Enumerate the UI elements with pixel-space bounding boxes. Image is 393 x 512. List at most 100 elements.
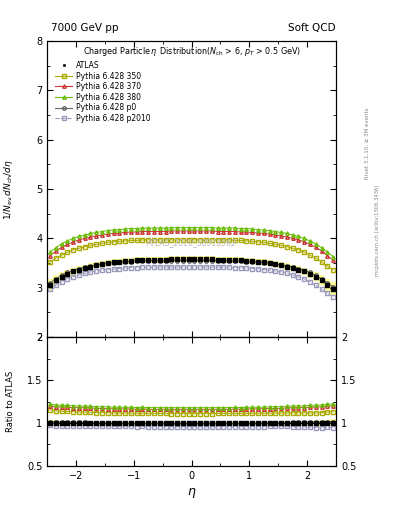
Pythia 6.428 p2010	[169, 264, 174, 270]
Pythia 6.428 380	[129, 225, 133, 231]
Bar	[180, 256, 186, 262]
Pythia 6.428 p2010	[53, 282, 58, 288]
ATLAS	[105, 260, 110, 266]
Pythia 6.428 380	[261, 227, 266, 233]
Bar	[163, 257, 169, 263]
Bar	[284, 421, 290, 425]
Bar	[330, 282, 336, 296]
ATLAS	[163, 257, 168, 263]
Pythia 6.428 380	[158, 225, 162, 231]
Bar	[128, 258, 134, 264]
Pythia 6.428 p0	[146, 258, 151, 264]
Pythia 6.428 380	[244, 225, 249, 231]
Pythia 6.428 380	[198, 224, 203, 230]
Pythia 6.428 370	[261, 230, 266, 237]
Bar	[174, 256, 180, 262]
Bar	[215, 421, 220, 424]
Bar	[301, 268, 307, 275]
Pythia 6.428 p0	[238, 258, 243, 264]
Bar	[140, 421, 145, 424]
Pythia 6.428 370	[88, 234, 93, 240]
Bar	[238, 421, 244, 424]
Pythia 6.428 370	[169, 228, 174, 234]
Pythia 6.428 p0	[59, 272, 64, 279]
Pythia 6.428 370	[209, 228, 214, 234]
Bar	[169, 256, 174, 262]
ATLAS	[129, 258, 133, 264]
Pythia 6.428 350	[94, 241, 99, 247]
Pythia 6.428 p2010	[186, 264, 191, 270]
Pythia 6.428 p2010	[273, 268, 278, 274]
Pythia 6.428 350	[331, 267, 336, 273]
ATLAS	[152, 257, 156, 263]
Pythia 6.428 370	[290, 236, 295, 242]
Line: Pythia 6.428 380: Pythia 6.428 380	[48, 226, 335, 259]
ATLAS	[71, 268, 75, 274]
Pythia 6.428 380	[209, 224, 214, 230]
Pythia 6.428 380	[192, 224, 197, 230]
Pythia 6.428 370	[105, 231, 110, 237]
ATLAS	[117, 259, 122, 265]
Pythia 6.428 p0	[169, 258, 174, 264]
Pythia 6.428 380	[296, 233, 301, 240]
Pythia 6.428 p2010	[261, 266, 266, 272]
Pythia 6.428 380	[111, 227, 116, 233]
Pythia 6.428 p0	[100, 261, 105, 267]
Bar	[197, 256, 203, 262]
Bar	[151, 257, 157, 263]
Pythia 6.428 350	[302, 249, 307, 255]
Bar	[290, 265, 296, 271]
ATLAS	[59, 274, 64, 280]
Bar	[82, 265, 88, 271]
Bar	[47, 280, 53, 291]
Pythia 6.428 p0	[48, 280, 52, 286]
ATLAS	[140, 257, 145, 263]
Pythia 6.428 380	[325, 249, 330, 255]
ATLAS	[83, 265, 87, 271]
Pythia 6.428 380	[105, 227, 110, 233]
Pythia 6.428 370	[279, 233, 283, 239]
ATLAS	[198, 256, 203, 262]
Bar	[232, 257, 238, 263]
Pythia 6.428 350	[308, 252, 312, 258]
Pythia 6.428 370	[83, 236, 87, 242]
Pythia 6.428 370	[331, 257, 336, 263]
Pythia 6.428 p2010	[158, 264, 162, 270]
ATLAS	[215, 257, 220, 263]
Pythia 6.428 p2010	[319, 286, 324, 292]
Pythia 6.428 380	[140, 225, 145, 231]
Pythia 6.428 p0	[180, 258, 185, 264]
Bar	[105, 421, 111, 424]
Bar	[64, 421, 70, 425]
Pythia 6.428 350	[140, 237, 145, 243]
Pythia 6.428 350	[279, 242, 283, 248]
Pythia 6.428 p0	[302, 267, 307, 273]
Pythia 6.428 350	[186, 237, 191, 243]
Pythia 6.428 350	[48, 259, 52, 265]
Text: Soft QCD: Soft QCD	[288, 23, 336, 33]
Pythia 6.428 p2010	[48, 286, 52, 292]
ATLAS	[146, 257, 151, 263]
Bar	[220, 421, 226, 424]
Pythia 6.428 380	[308, 238, 312, 244]
Bar	[261, 259, 267, 265]
Pythia 6.428 370	[285, 234, 289, 240]
Bar	[290, 421, 296, 425]
Pythia 6.428 380	[48, 249, 52, 255]
Pythia 6.428 p2010	[163, 264, 168, 270]
Pythia 6.428 p2010	[140, 264, 145, 270]
Bar	[94, 262, 99, 268]
Bar	[174, 421, 180, 424]
ATLAS	[256, 259, 261, 265]
Bar	[64, 270, 70, 278]
Bar	[94, 421, 99, 424]
Pythia 6.428 350	[175, 237, 180, 243]
Pythia 6.428 370	[111, 230, 116, 237]
Pythia 6.428 p0	[308, 269, 312, 275]
Pythia 6.428 p2010	[105, 266, 110, 272]
ATLAS	[221, 257, 226, 263]
Pythia 6.428 p2010	[325, 290, 330, 296]
Bar	[301, 421, 307, 425]
Pythia 6.428 p0	[267, 260, 272, 266]
Pythia 6.428 370	[117, 230, 122, 236]
